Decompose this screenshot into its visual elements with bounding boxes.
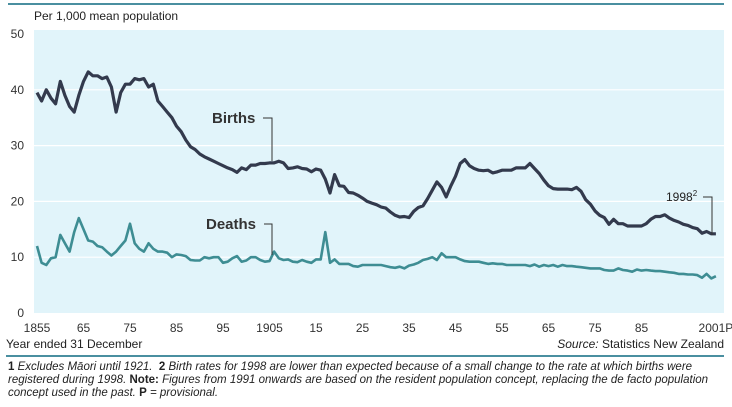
footnotes: 1 Excludes Māori until 1921. 2 Birth rat… (8, 361, 709, 399)
series-lines (35, 70, 717, 280)
y-tick-label: 0 (17, 306, 24, 320)
deaths-line (35, 216, 717, 280)
x-tick-label: 45 (449, 321, 463, 335)
x-tick-label: 95 (216, 321, 230, 335)
gridlines (34, 89, 724, 258)
annotation-1998: 19982 (666, 189, 698, 204)
x-tick-label: 75 (588, 321, 602, 335)
y-ticks: 0 10 20 30 40 50 (11, 27, 25, 320)
y-tick-label: 30 (11, 139, 25, 153)
source-note: Source: Statistics New Zealand (557, 337, 724, 351)
births-leader-line (263, 117, 273, 161)
x-tick-label: 85 (635, 321, 649, 335)
x-ticks: 1855 65 75 85 95 1905 15 25 35 45 55 65 75 85 2001P (24, 321, 732, 335)
x-tick-label: 35 (402, 321, 416, 335)
y-tick-label: 10 (11, 250, 25, 264)
y-tick-label: 50 (11, 27, 25, 41)
x-tick-label: 75 (123, 321, 137, 335)
x-tick-label: 85 (170, 321, 184, 335)
plot-area (34, 30, 724, 313)
deaths-label: Deaths (206, 216, 256, 233)
y-tick-label: 40 (11, 83, 25, 97)
y-axis-label: Per 1,000 mean population (34, 9, 178, 23)
births-line (35, 70, 716, 236)
x-tick-label: 1905 (256, 321, 283, 335)
x-tick-label: 15 (309, 321, 323, 335)
deaths-leader-line (264, 223, 273, 255)
x-tick-label: 65 (77, 321, 91, 335)
x-tick-label: 65 (542, 321, 556, 335)
x-tick-label: 55 (495, 321, 509, 335)
births-label: Births (212, 110, 255, 127)
x-tick-label: 25 (356, 321, 370, 335)
x-axis-label: Year ended 31 December (6, 337, 142, 351)
y-tick-label: 20 (11, 194, 25, 208)
annotation-leader-line (703, 196, 713, 235)
x-tick-label: 2001P (699, 321, 732, 335)
x-tick-label: 1855 (24, 321, 51, 335)
